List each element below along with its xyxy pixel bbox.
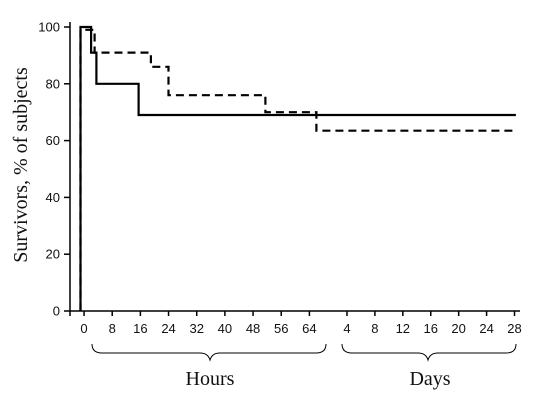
h-tick-label-0: 0 [80, 321, 87, 336]
axes-layer [69, 22, 520, 316]
h-tick-label-56: 56 [274, 321, 288, 336]
y-tick-label-60: 60 [46, 133, 60, 148]
series-dashed-line [79, 28, 516, 311]
h-tick-label-32: 32 [189, 321, 203, 336]
h-tick-label-48: 48 [246, 321, 260, 336]
h-tick-label-64: 64 [302, 321, 316, 336]
hours-label: Hours [186, 368, 235, 390]
series-layer [79, 25, 516, 311]
d-tick-label-24: 24 [479, 321, 493, 336]
d-tick-label-16: 16 [424, 321, 438, 336]
h-tick-label-40: 40 [218, 321, 232, 336]
d-tick-label-28: 28 [507, 321, 521, 336]
d-tick-label-12: 12 [396, 321, 410, 336]
h-tick-label-8: 8 [109, 321, 116, 336]
y-tick-label-20: 20 [46, 247, 60, 262]
hours-brace [91, 343, 327, 362]
d-tick-label-20: 20 [451, 321, 465, 336]
y-tick-label-0: 0 [53, 304, 60, 319]
days-brace [341, 343, 517, 362]
h-tick-label-16: 16 [133, 321, 147, 336]
y-tick-label-40: 40 [46, 190, 60, 205]
brace-layer [91, 343, 517, 362]
series-solid-line [79, 25, 516, 311]
h-tick-label-24: 24 [161, 321, 175, 336]
y-tick-label-80: 80 [46, 76, 60, 91]
y-axis-title: Survivors, % of subjects [10, 67, 32, 263]
days-label: Days [409, 368, 450, 390]
y-tick-label-100: 100 [38, 20, 60, 35]
d-tick-label-4: 4 [343, 321, 350, 336]
d-tick-label-8: 8 [371, 321, 378, 336]
